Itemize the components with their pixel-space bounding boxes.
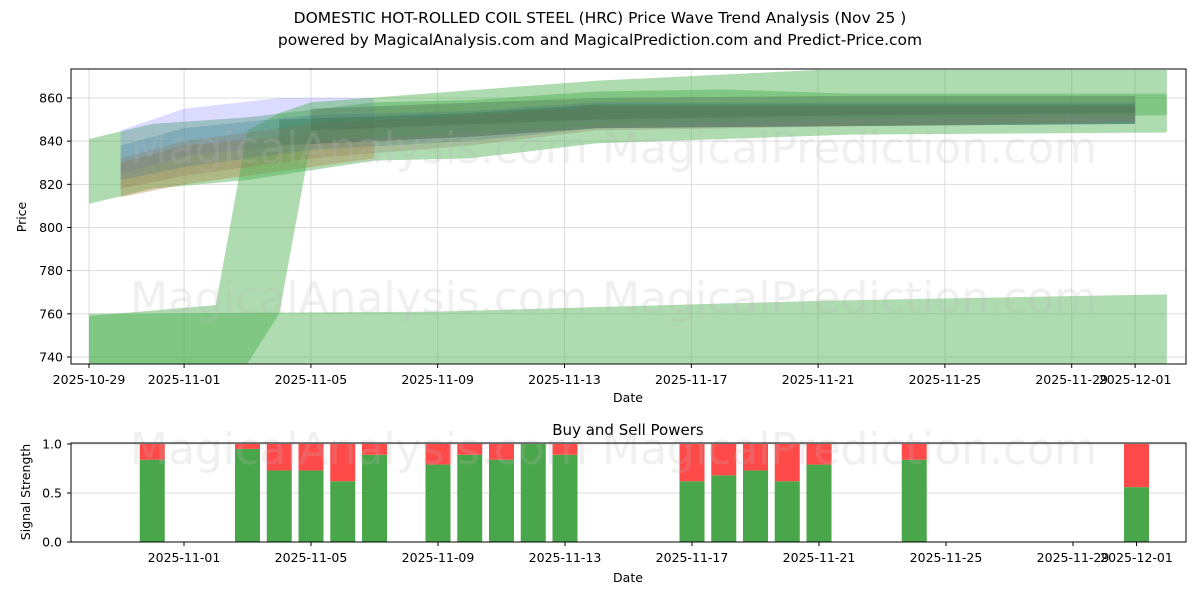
price-x-tick-label: 2025-12-01 (1099, 372, 1172, 387)
price-y-axis-label: Price (14, 201, 29, 232)
buy-bar (807, 465, 832, 542)
buy-bar (743, 470, 768, 542)
signal-x-tick-label: 2025-11-13 (529, 550, 602, 565)
watermark-prediction: MagicalPrediction.com (602, 273, 1097, 324)
buy-bar (330, 481, 355, 542)
buy-bar (426, 465, 451, 542)
watermark-analysis: MagicalAnalysis.com (130, 424, 588, 475)
signal-x-tick-label: 2025-11-05 (275, 550, 348, 565)
watermark-prediction: MagicalPrediction.com (602, 123, 1097, 174)
price-x-tick-label: 2025-11-29 (1035, 372, 1108, 387)
signal-x-axis-label: Date (613, 570, 643, 585)
price-x-tick-label: 2025-10-29 (53, 372, 126, 387)
price-x-tick-label: 2025-11-17 (655, 372, 728, 387)
buy-bar (267, 470, 292, 542)
price-y-tick-label: 760 (39, 306, 63, 321)
signal-chart: Buy and Sell Powers MagicalAnalysis.com … (18, 421, 1186, 585)
price-y-tick-label: 860 (39, 91, 63, 106)
signal-y-tick-label: 0.0 (42, 535, 62, 550)
signal-x-tick-label: 2025-11-09 (402, 550, 475, 565)
signal-x-tick-label: 2025-11-17 (656, 550, 729, 565)
signal-bar (1124, 444, 1149, 542)
figure-canvas: MagicalAnalysis.com MagicalPrediction.co… (0, 0, 1200, 600)
signal-y-tick-label: 1.0 (42, 437, 62, 452)
watermark-analysis: MagicalAnalysis.com (130, 273, 588, 324)
price-y-tick-label: 800 (39, 220, 63, 235)
signal-x-tick-label: 2025-11-29 (1037, 550, 1110, 565)
price-y-tick-label: 820 (39, 177, 63, 192)
price-x-tick-label: 2025-11-09 (401, 372, 474, 387)
watermark-analysis: MagicalAnalysis.com (130, 123, 588, 174)
signal-y-axis-label: Signal Strength (18, 444, 33, 540)
buy-bar (299, 470, 324, 542)
buy-bar (680, 481, 705, 542)
buy-bar (711, 475, 736, 542)
price-x-axis-label: Date (613, 390, 643, 405)
price-x-tick-label: 2025-11-05 (275, 372, 348, 387)
price-chart: MagicalAnalysis.com MagicalPrediction.co… (14, 69, 1186, 405)
buy-bar (775, 481, 800, 542)
watermark-prediction: MagicalPrediction.com (602, 424, 1097, 475)
sell-bar (1124, 444, 1149, 487)
signal-x-tick-label: 2025-11-25 (910, 550, 983, 565)
price-x-tick-label: 2025-11-25 (909, 372, 982, 387)
price-y-tick-label: 740 (39, 349, 63, 364)
signal-watermarks: MagicalAnalysis.com MagicalPrediction.co… (130, 424, 1097, 475)
signal-x-tick-label: 2025-11-01 (148, 550, 221, 565)
price-x-tick-label: 2025-11-13 (528, 372, 601, 387)
signal-y-tick-label: 0.5 (42, 486, 62, 501)
signal-x-tick-label: 2025-11-21 (783, 550, 856, 565)
buy-bar (1124, 487, 1149, 542)
signal-x-tick-label: 2025-12-01 (1100, 550, 1173, 565)
price-y-tick-label: 780 (39, 263, 63, 278)
price-x-tick-label: 2025-11-01 (148, 372, 221, 387)
price-x-tick-label: 2025-11-21 (782, 372, 855, 387)
price-y-tick-label: 840 (39, 134, 63, 149)
